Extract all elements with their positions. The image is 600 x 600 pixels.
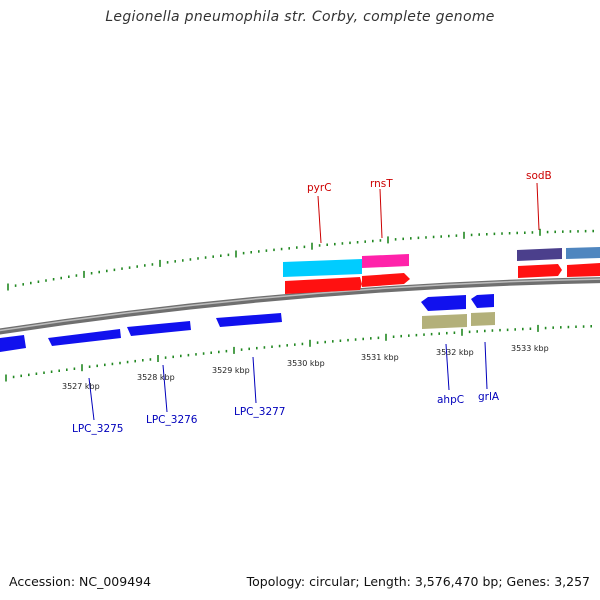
gene-labels: pyrC rnsT sodB LPC_3275 LPC_3276 LPC_327… (72, 170, 552, 435)
map-title: Legionella pneumophila str. Corby, compl… (105, 9, 495, 25)
scale-label: 3529 kbp (212, 366, 250, 375)
feature-grlA[interactable] (471, 294, 494, 308)
feature-sodB-cds[interactable] (518, 264, 562, 278)
feature-ahpC-khaki[interactable] (422, 314, 467, 329)
reverse-features (0, 294, 495, 352)
feature-LPC_3276[interactable] (127, 321, 191, 336)
feature-pyrC-rna[interactable] (283, 259, 362, 277)
scale-label: 3528 kbp (137, 373, 175, 382)
feature-LPC_3277[interactable] (216, 313, 282, 327)
gene-label-LPC_3275[interactable]: LPC_3275 (72, 423, 124, 435)
accession-label: Accession: NC_009494 (9, 574, 152, 589)
scale-labels: 3527 kbp 3528 kbp 3529 kbp 3530 kbp 3531… (62, 344, 549, 391)
topology-label: Topology: circular; Length: 3,576,470 bp… (246, 574, 590, 589)
scale-label: 3527 kbp (62, 382, 100, 391)
gene-label-ahpC[interactable]: ahpC (437, 394, 464, 406)
outer-tick-ring (7, 228, 595, 291)
feature-grlA-khaki[interactable] (471, 312, 495, 326)
feature-red-cds-right[interactable] (567, 263, 600, 277)
forward-features (283, 247, 600, 294)
scale-label: 3533 kbp (511, 344, 549, 353)
feature-rnsT-cds[interactable] (362, 273, 410, 287)
leader-lines (88, 182, 540, 421)
feature-LPC_3275[interactable] (48, 329, 121, 346)
gene-label-pyrC[interactable]: pyrC (307, 182, 332, 194)
scale-label: 3530 kbp (287, 359, 325, 368)
inner-tick-ring (5, 324, 593, 382)
genome-backbone (0, 277, 600, 335)
gene-label-rnsT[interactable]: rnsT (370, 178, 393, 190)
feature-sodB-purple[interactable] (517, 248, 562, 261)
genome-backbone-highlight (0, 278, 600, 332)
gene-label-LPC_3277[interactable]: LPC_3277 (234, 406, 286, 418)
gene-label-sodB[interactable]: sodB (526, 170, 552, 182)
scale-label: 3531 kbp (361, 353, 399, 362)
gene-label-LPC_3276[interactable]: LPC_3276 (146, 414, 198, 426)
feature-pyrC-cds[interactable] (285, 277, 362, 294)
gene-label-grlA[interactable]: grlA (478, 391, 500, 403)
feature-ahpC[interactable] (421, 295, 466, 311)
feature-steelblue[interactable] (566, 247, 600, 259)
feature-blue-left[interactable] (0, 335, 26, 352)
feature-rnsT-rna[interactable] (362, 254, 409, 268)
scale-label: 3532 kbp (436, 348, 474, 357)
